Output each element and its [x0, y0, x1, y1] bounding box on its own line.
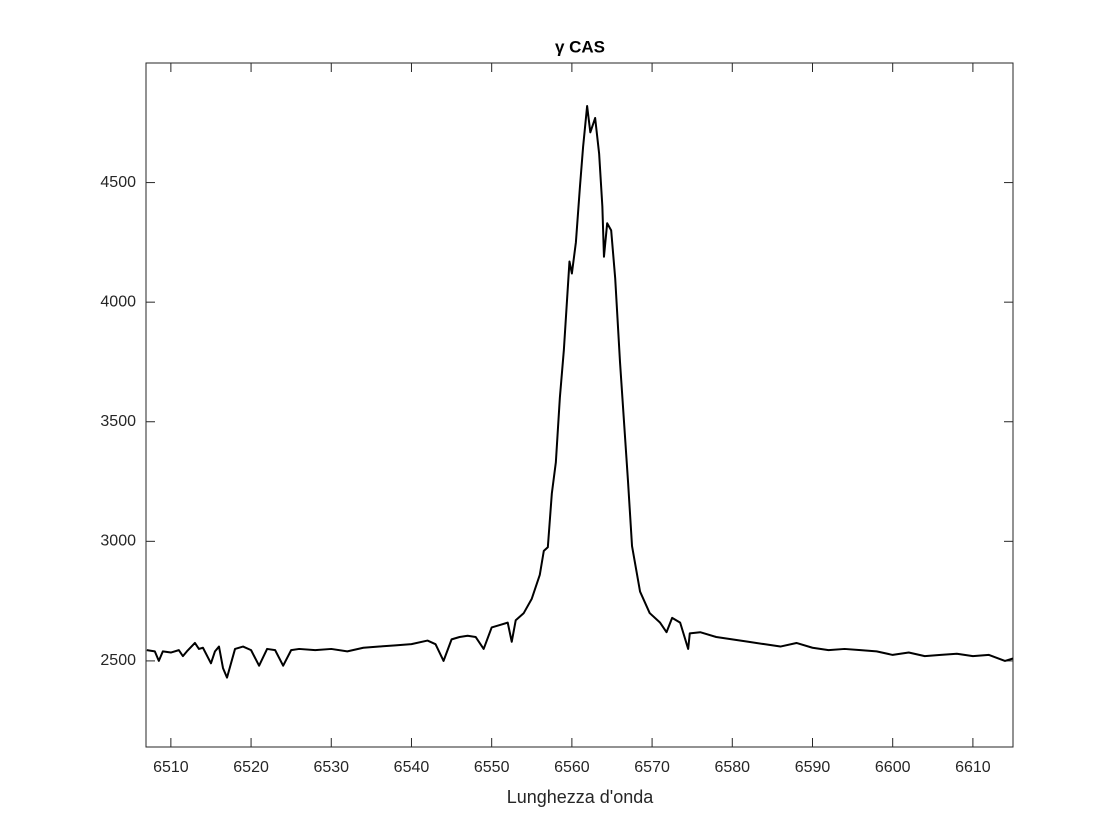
y-tick-label: 4500	[100, 174, 136, 191]
axes-box	[145, 62, 1014, 748]
chart-title: γ CAS	[555, 37, 605, 56]
x-tick-label: 6580	[714, 759, 750, 776]
x-tick-label: 6590	[795, 759, 831, 776]
x-tick-label: 6610	[955, 759, 991, 776]
x-tick-label: 6560	[554, 759, 590, 776]
y-tick-label: 2500	[100, 652, 136, 669]
x-tick-label: 6600	[875, 759, 911, 776]
x-tick-label: 6520	[233, 759, 269, 776]
y-tick-label: 3000	[100, 533, 136, 550]
x-axis-label: Lunghezza d'onda	[507, 787, 655, 807]
x-tick-label: 6550	[474, 759, 510, 776]
x-tick-label: 6570	[634, 759, 670, 776]
x-tick-label: 6530	[313, 759, 349, 776]
x-tick-label: 6510	[153, 759, 189, 776]
y-tick-label: 4000	[100, 293, 136, 310]
y-tick-label: 3500	[100, 413, 136, 430]
x-tick-label: 6540	[394, 759, 430, 776]
data-line	[146, 105, 1014, 679]
